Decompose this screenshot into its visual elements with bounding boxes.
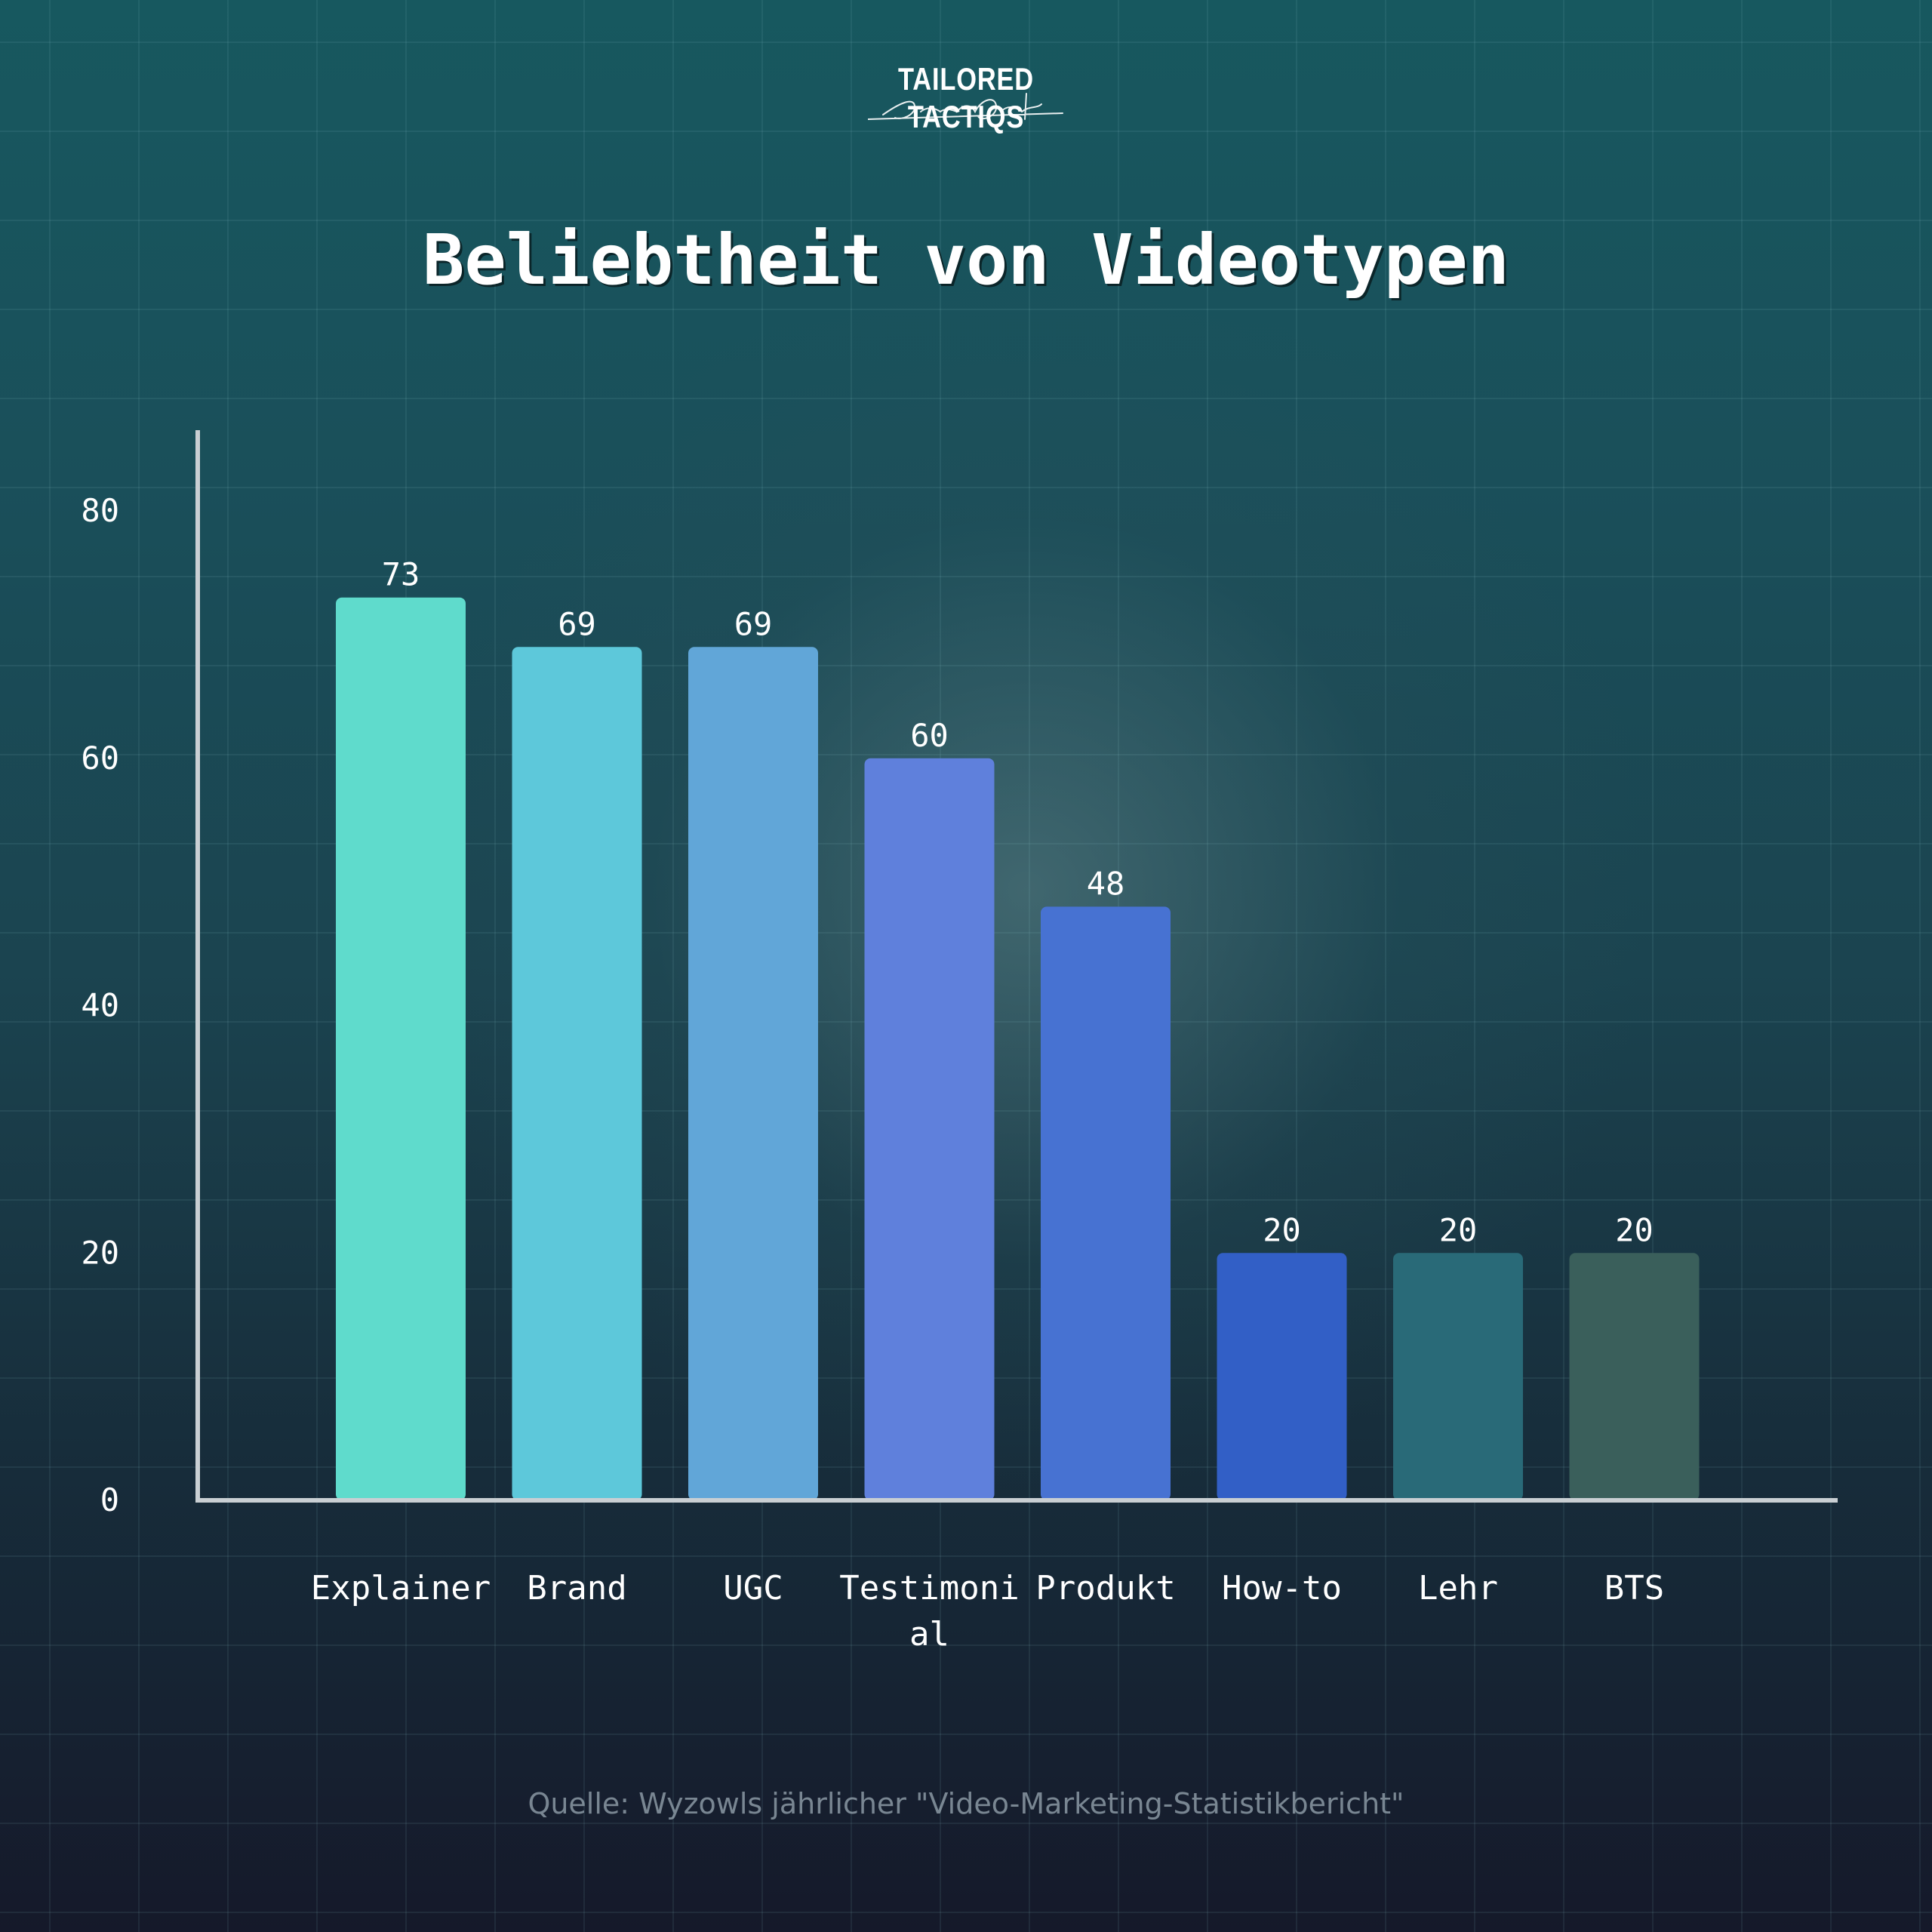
source-note: Quelle: Wyzowls jährlicher "Video-Market… [528, 1787, 1404, 1820]
x-tick-label-testimonial: Testimoni al [839, 1569, 1019, 1654]
bar-how-to [1217, 1253, 1347, 1500]
value-labels: 73 69 69 60 48 20 20 20 [382, 556, 1654, 1249]
bar-ugc [688, 647, 818, 1501]
value-label-testimonial: 60 [910, 717, 949, 754]
x-tick-label-bts: BTS [1604, 1569, 1664, 1607]
bar-brand [512, 647, 642, 1501]
x-tick-label-brand: Brand [527, 1569, 626, 1607]
brand-logo: TAILORED TACTIQS [815, 60, 1117, 136]
y-tick-label-40: 40 [81, 987, 119, 1024]
x-tick-label-lehr: Lehr [1418, 1569, 1498, 1607]
value-label-produkt: 48 [1087, 865, 1125, 902]
x-tick-label-how-to: How-to [1222, 1569, 1342, 1607]
value-label-bts: 20 [1615, 1211, 1654, 1248]
brand-signature [868, 93, 1063, 120]
x-tick-label-ugc: UGC [723, 1569, 783, 1607]
bars [336, 597, 1700, 1501]
bar-produkt [1041, 906, 1171, 1500]
bar-bts [1569, 1253, 1700, 1500]
value-label-how-to: 20 [1263, 1211, 1301, 1248]
x-tick-label-explainer: Explainer [311, 1569, 491, 1607]
y-tick-label-20: 20 [81, 1234, 119, 1271]
y-tick-label-80: 80 [81, 492, 119, 529]
y-tick-label-60: 60 [81, 740, 119, 777]
x-tick-label-produkt: Produkt [1035, 1569, 1175, 1607]
bar-explainer [336, 597, 466, 1500]
bar-lehr [1393, 1253, 1523, 1500]
value-label-brand: 69 [558, 605, 596, 642]
y-axis-ticks: 0 20 40 60 80 [81, 492, 119, 1518]
value-label-lehr: 20 [1439, 1211, 1478, 1248]
chart-title: Beliebtheit von Videotypen [422, 220, 1510, 300]
value-label-explainer: 73 [382, 556, 420, 593]
value-label-ugc: 69 [734, 605, 773, 642]
brand-name: TAILORED TACTIQS [897, 61, 1035, 134]
bar-testimonial [864, 758, 995, 1500]
x-axis-tick-labels: Explainer Brand UGC Testimoni al Produkt How-t… [311, 1569, 1664, 1654]
y-tick-label-0: 0 [100, 1481, 119, 1518]
